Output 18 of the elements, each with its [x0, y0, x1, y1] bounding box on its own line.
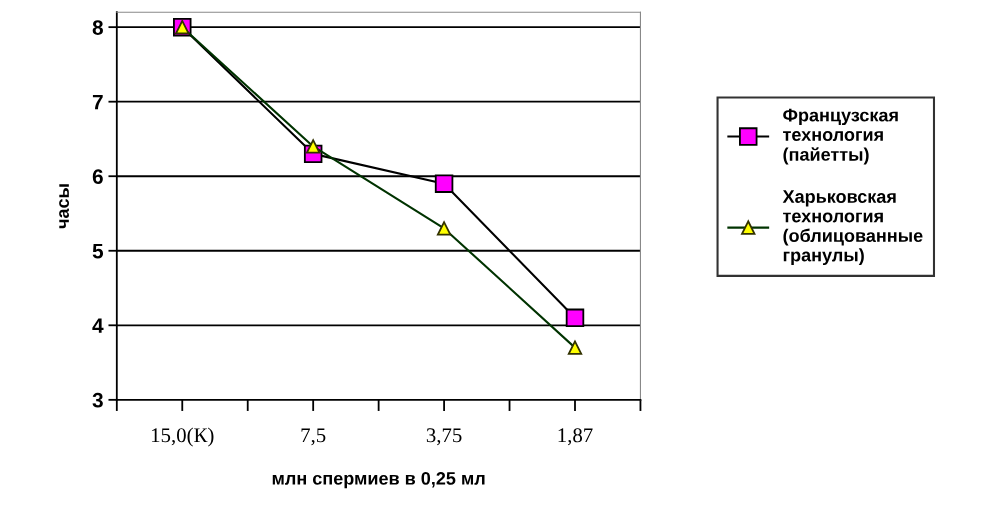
legend-label: Французская технология (пайетты): [783, 108, 898, 165]
y-tick-label: 6: [92, 169, 103, 184]
y-tick-label: 5: [92, 243, 104, 259]
x-tick-label: 15,0(К): [151, 427, 214, 447]
y-axis-title: часы: [59, 184, 70, 229]
x-tick-label: 7,5: [301, 428, 326, 446]
legend-label: Харьковская технология (облицованные гранулы): [782, 190, 923, 266]
point: [565, 308, 585, 328]
point: [567, 340, 583, 355]
y-tick-label: 3: [92, 392, 103, 408]
y-tick-label: 8: [92, 20, 103, 35]
x-axis-title: млн спермиев в 0,25 мл: [272, 471, 485, 489]
y-tick-label: 7: [92, 94, 103, 110]
point: [434, 174, 454, 193]
point: [436, 221, 452, 236]
x-tick-label: 1,87: [558, 428, 593, 446]
y-tick-label: 4: [92, 318, 104, 333]
x-tick-label: 3,75: [426, 428, 462, 446]
